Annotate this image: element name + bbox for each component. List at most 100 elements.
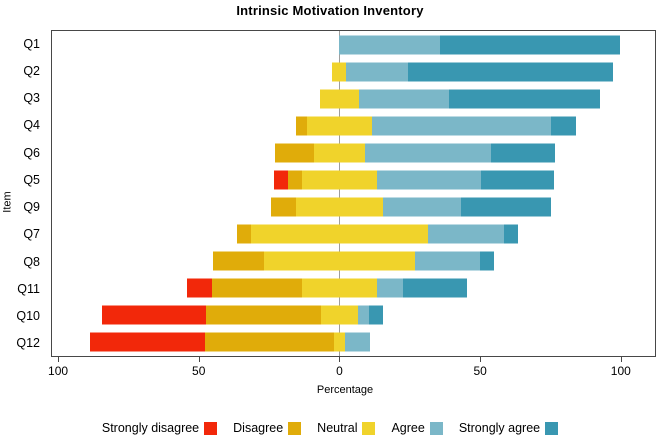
- bar-segment: [301, 278, 378, 298]
- bar-segment: [377, 170, 482, 190]
- x-tick-label: 0: [336, 364, 343, 378]
- bar-segment: [270, 197, 296, 217]
- bar-segment: [415, 251, 480, 271]
- bar-row: [52, 139, 655, 166]
- y-axis-tick-label: Q11: [17, 281, 40, 296]
- bar-segment: [382, 197, 462, 217]
- bar-segment: [287, 170, 302, 190]
- bar-row: [52, 275, 655, 302]
- x-tick-mark: [58, 357, 60, 362]
- x-axis-label: Percentage: [316, 384, 374, 396]
- bar-segment: [364, 143, 491, 163]
- legend-swatch: [545, 421, 559, 435]
- bar-row: [52, 302, 655, 329]
- zero-gridline: [339, 31, 341, 356]
- bar-segment: [263, 251, 416, 271]
- bar-segment: [319, 89, 360, 109]
- bar-segment: [346, 62, 409, 82]
- bar-segment: [461, 197, 552, 217]
- bar-segment: [339, 35, 441, 55]
- bar-segment: [273, 170, 288, 190]
- x-tick-label: 50: [192, 364, 206, 378]
- bar-segment: [503, 224, 518, 244]
- legend-label: Strongly disagree: [101, 421, 200, 435]
- bar-segment: [213, 251, 264, 271]
- bar-segment: [448, 89, 601, 109]
- x-tick-mark: [198, 357, 200, 362]
- x-tick-label: 50: [473, 364, 487, 378]
- bar-segment: [357, 305, 369, 325]
- bar-row: [52, 194, 655, 221]
- bar-row: [52, 329, 655, 356]
- bar-segment: [427, 224, 504, 244]
- y-axis-tick-label: Q3: [23, 91, 40, 106]
- legend-item: Agree: [391, 421, 443, 435]
- bar-segment: [307, 116, 372, 136]
- legend-swatch: [288, 421, 302, 435]
- y-axis-tick-label: Q5: [23, 172, 40, 187]
- x-tick-mark: [620, 357, 622, 362]
- bar-segment: [301, 170, 378, 190]
- bar-segment: [274, 143, 315, 163]
- y-axis-tick-label: Q8: [23, 254, 40, 269]
- y-axis-tick-label: Q2: [23, 63, 40, 78]
- bar-segment: [314, 143, 365, 163]
- y-axis-tick-label: Q6: [23, 145, 40, 160]
- bar-row: [52, 31, 655, 58]
- legend-item: Strongly agree: [458, 421, 559, 435]
- x-tick-mark: [339, 357, 341, 362]
- bar-segment: [102, 305, 207, 325]
- bar-segment: [371, 116, 552, 136]
- bar-segment: [186, 278, 212, 298]
- legend-label: Disagree: [233, 421, 284, 435]
- bar-segment: [490, 143, 556, 163]
- bar-segment: [237, 224, 252, 244]
- y-axis-tick-label: Q1: [23, 36, 40, 51]
- bar-row: [52, 248, 655, 275]
- bar-segment: [408, 62, 613, 82]
- bar-segment: [321, 305, 358, 325]
- y-axis-tick-label: Q12: [16, 336, 40, 351]
- bar-segment: [345, 332, 371, 352]
- x-tick-mark: [480, 357, 482, 362]
- bar-segment: [296, 116, 308, 136]
- legend-item: Disagree: [233, 421, 302, 435]
- x-axis: 100 50 0 50 100: [48, 357, 656, 387]
- y-axis-tick-label: Q4: [23, 118, 40, 133]
- legend-label: Neutral: [317, 421, 358, 435]
- y-axis-tick-label: Q10: [16, 309, 40, 324]
- y-axis-tick-labels: Q1 Q2 Q3 Q4 Q6 Q5 Q9 Q7 Q8 Q11 Q10 Q12: [0, 30, 46, 357]
- bar-row: [52, 112, 655, 139]
- legend-label: Strongly agree: [458, 421, 541, 435]
- legend-swatch: [429, 421, 443, 435]
- y-axis-tick-label: Q7: [23, 227, 40, 242]
- bar-segment: [251, 224, 428, 244]
- bar-segment: [204, 332, 334, 352]
- bar-row: [52, 221, 655, 248]
- bar-segment: [333, 332, 346, 352]
- y-axis-tick-label: Q9: [23, 200, 40, 215]
- bar-segment: [211, 278, 302, 298]
- bar-segment: [440, 35, 620, 55]
- legend-label: Agree: [391, 421, 425, 435]
- bar-segment: [377, 278, 403, 298]
- legend-item: Strongly disagree: [101, 421, 218, 435]
- bar-row: [52, 85, 655, 112]
- legend: Strongly disagree Disagree Neutral Agree Str…: [0, 417, 660, 439]
- bar-segment: [402, 278, 468, 298]
- x-tick-label: 100: [48, 364, 69, 378]
- bar-row: [52, 166, 655, 193]
- bar-segment: [368, 305, 383, 325]
- legend-swatch: [204, 421, 218, 435]
- bar-segment: [332, 62, 347, 82]
- bar-row: [52, 58, 655, 85]
- x-tick-label: 100: [610, 364, 631, 378]
- bar-segment: [481, 170, 555, 190]
- legend-swatch: [362, 421, 376, 435]
- plot-area: [51, 30, 656, 357]
- bar-segment: [359, 89, 449, 109]
- bar-segment: [206, 305, 322, 325]
- bar-segment: [551, 116, 577, 136]
- bar-segment: [296, 197, 383, 217]
